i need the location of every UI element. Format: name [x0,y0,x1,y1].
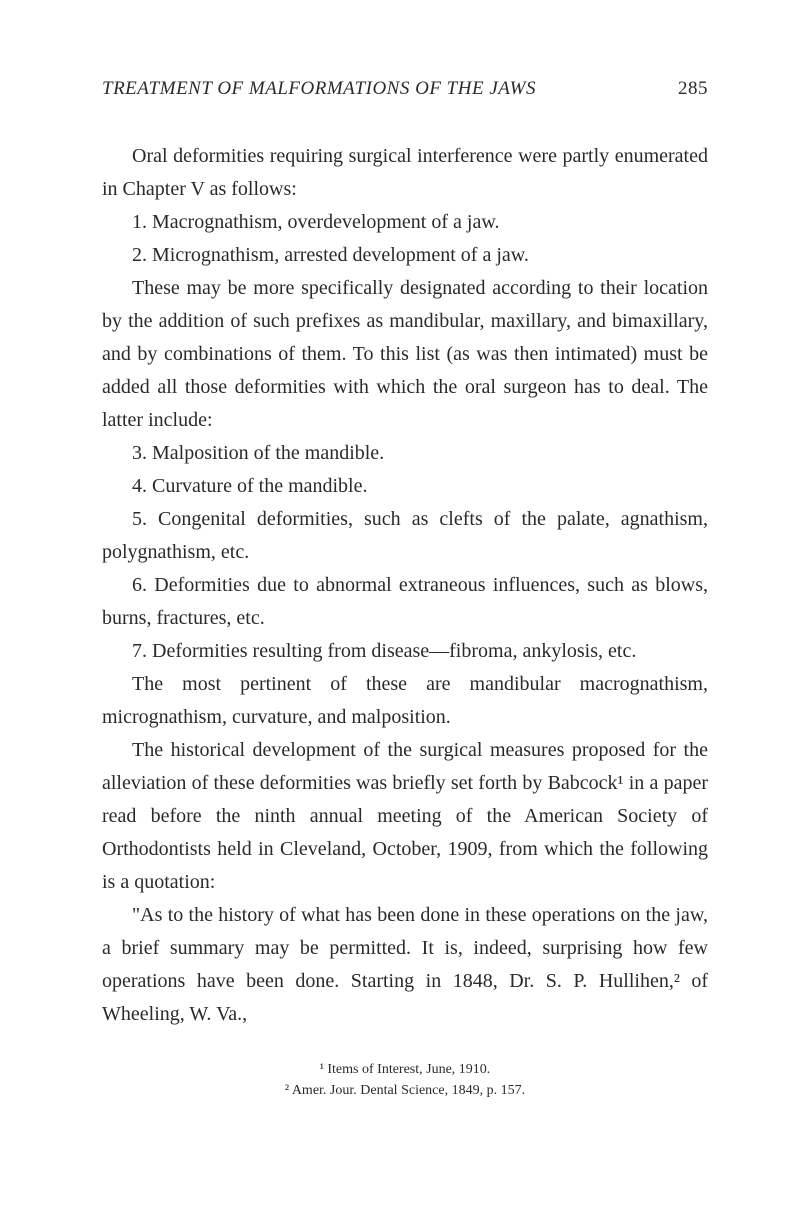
page-number: 285 [678,78,708,100]
paragraph: The historical development of the surgic… [102,734,708,899]
paragraph: The most pertinent of these are mandibul… [102,668,708,734]
list-item: 4. Curvature of the mandible. [102,470,708,503]
list-item: 7. Deformities resulting from disease—fi… [102,635,708,668]
paragraph: "As to the history of what has been done… [102,899,708,1031]
page-header: TREATMENT OF MALFORMATIONS OF THE JAWS 2… [102,78,708,100]
paragraph: Oral deformities requiring surgical inte… [102,140,708,206]
body-text: Oral deformities requiring surgical inte… [102,140,708,1031]
list-item: 5. Congenital deformities, such as cleft… [102,503,708,569]
header-title: TREATMENT OF MALFORMATIONS OF THE JAWS [102,78,536,99]
list-item: 6. Deformities due to abnormal extraneou… [102,569,708,635]
list-item: 2. Micrognathism, arrested development o… [102,239,708,272]
footnotes: ¹ Items of Interest, June, 1910. ² Amer.… [102,1059,708,1101]
footnote: ¹ Items of Interest, June, 1910. [102,1059,708,1080]
paragraph: These may be more specifically designate… [102,272,708,437]
list-item: 1. Macrognathism, overdevelopment of a j… [102,206,708,239]
list-item: 3. Malposition of the mandible. [102,437,708,470]
footnote: ² Amer. Jour. Dental Science, 1849, p. 1… [102,1080,708,1101]
